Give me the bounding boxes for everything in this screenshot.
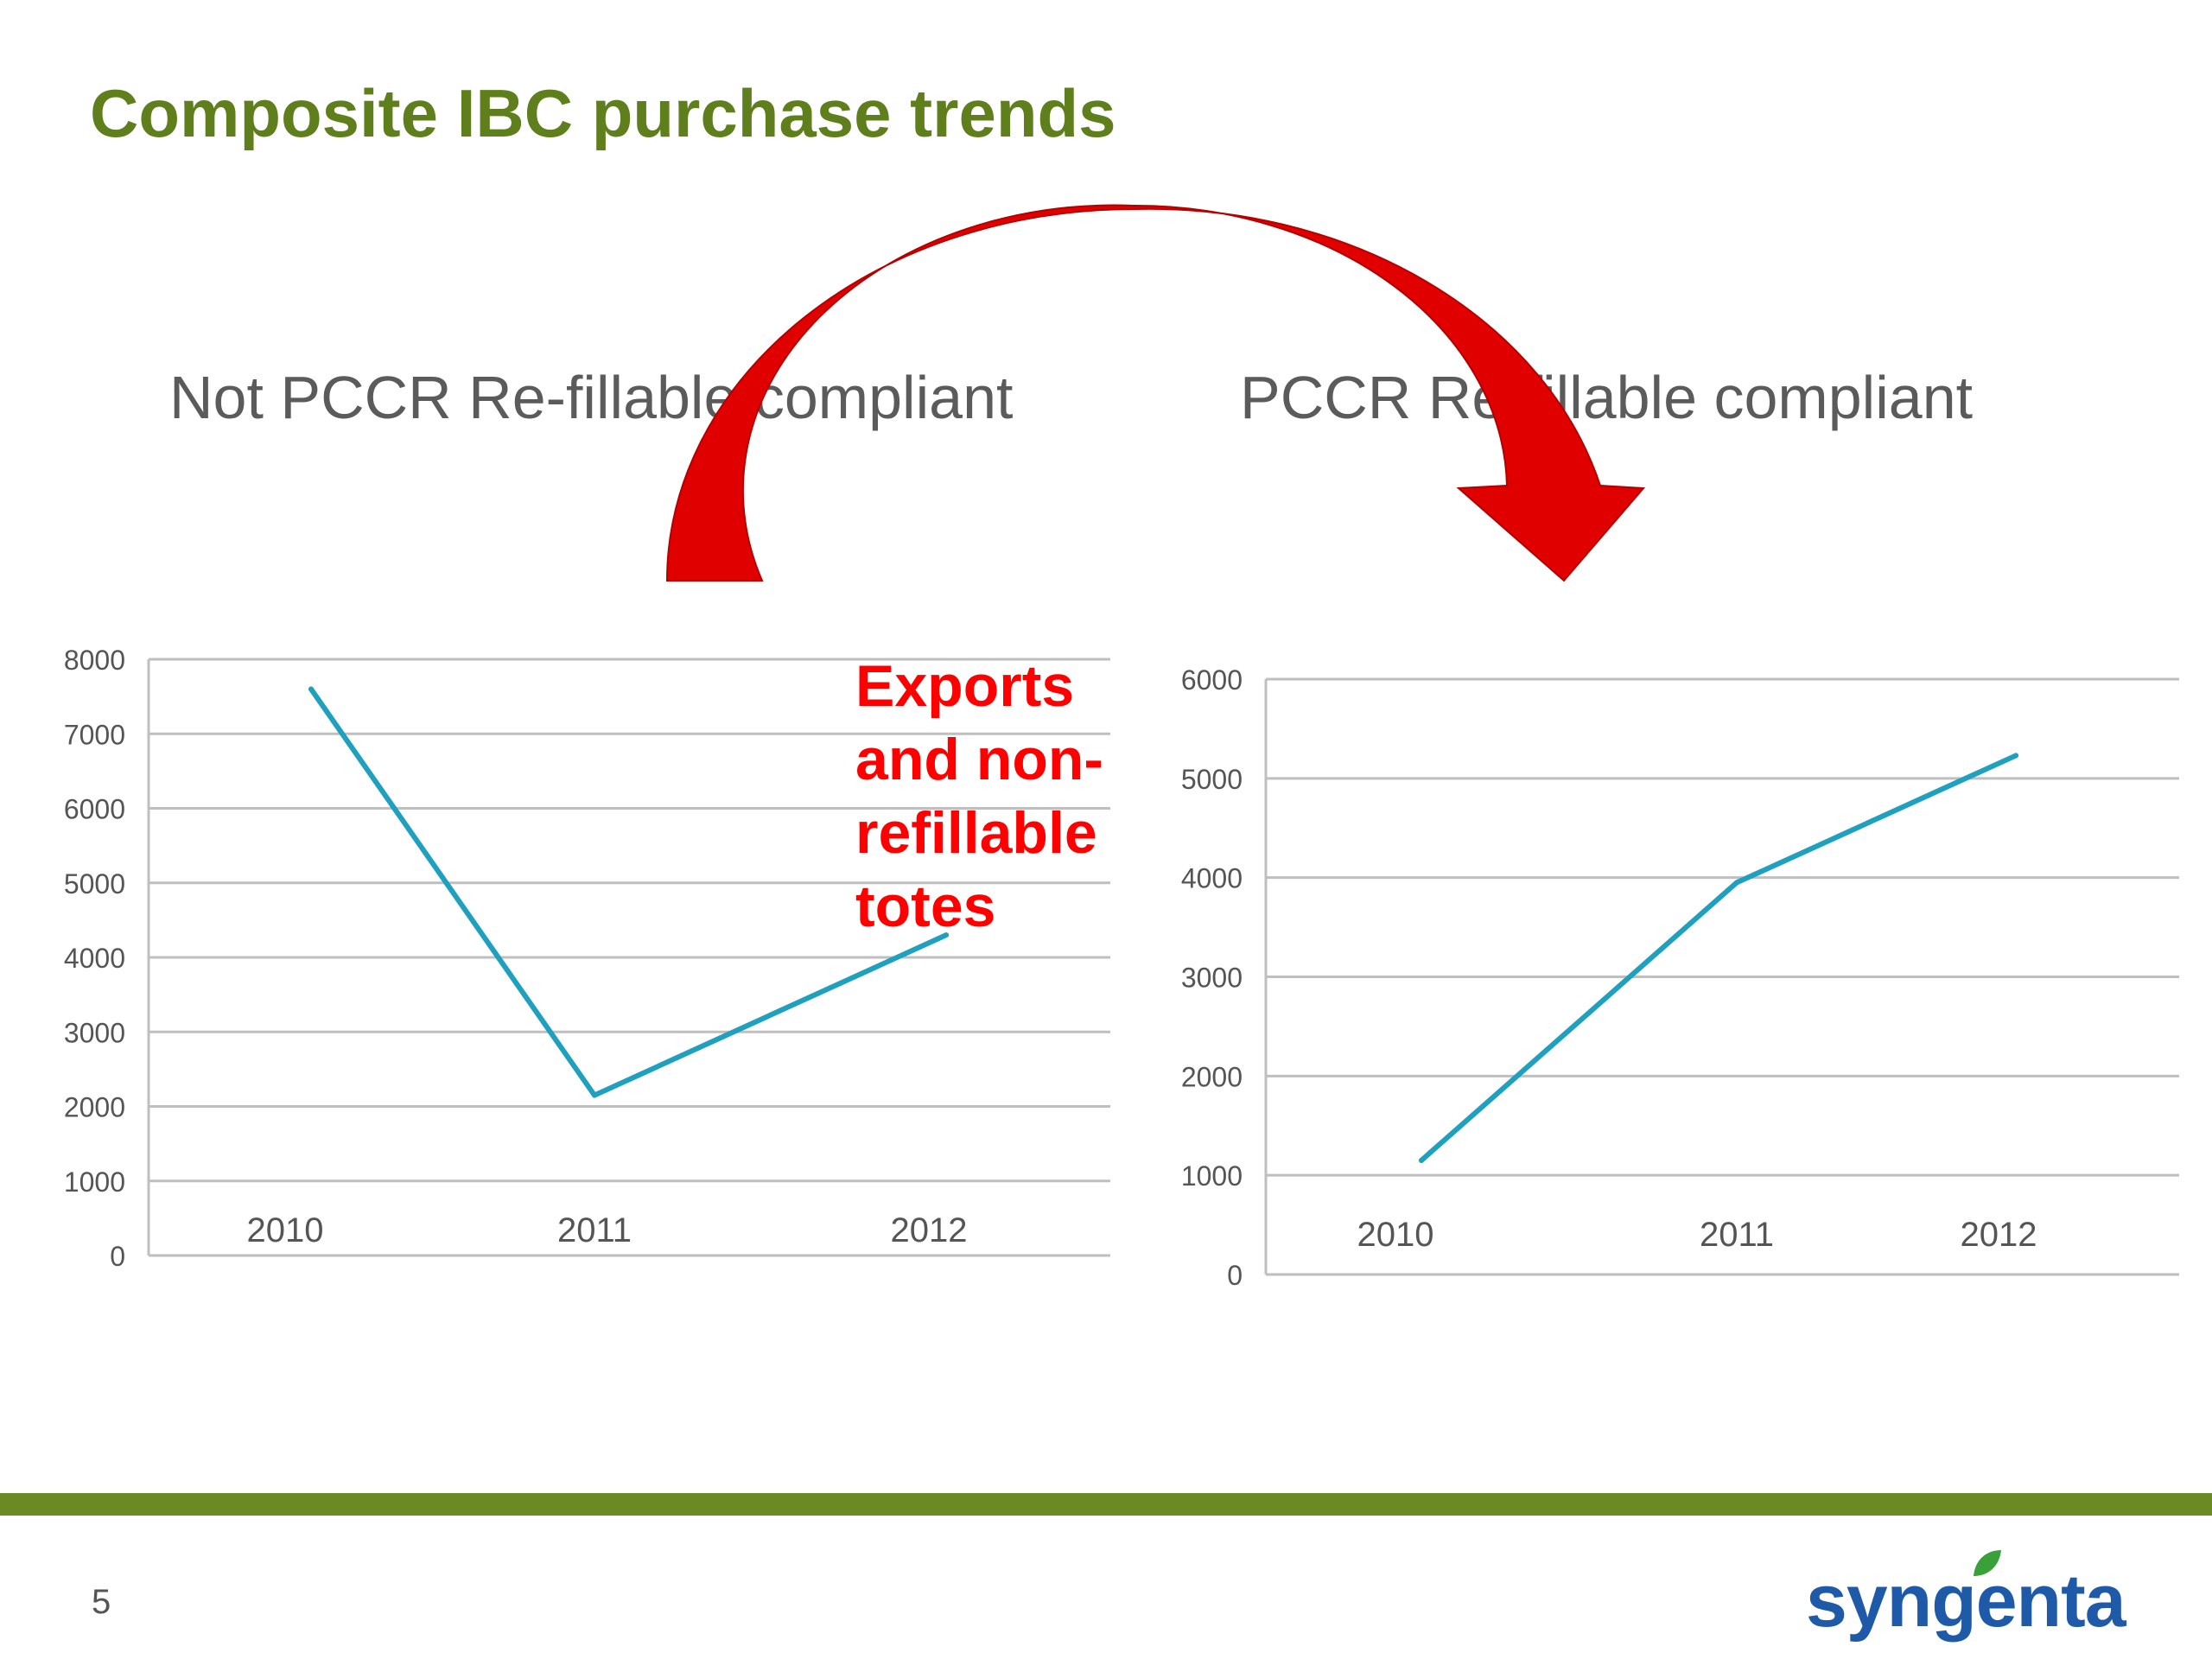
y-tick-label: 0 bbox=[1227, 1260, 1243, 1291]
callout-line: Exports bbox=[855, 653, 1075, 719]
y-tick-label: 8000 bbox=[64, 645, 125, 676]
callout-line: refillable bbox=[855, 800, 1097, 866]
callout-line: totes bbox=[855, 874, 996, 939]
series-line bbox=[1419, 753, 2018, 1163]
curved-arrow-icon bbox=[665, 204, 1646, 582]
x-tick-label: 2011 bbox=[1700, 1216, 1774, 1254]
y-tick-label: 3000 bbox=[1181, 963, 1243, 994]
chart-title-right: PCCR Re-fillable compliant bbox=[1240, 364, 1974, 431]
exports-callout: Exports and non- refillable totes bbox=[855, 650, 1141, 944]
chart-right: 0 1000 2000 3000 4000 5000 6000 2010 2011 2012 bbox=[1181, 664, 2179, 1291]
slide-title: Composite IBC purchase trends bbox=[90, 75, 1116, 151]
syngenta-logo: syngenta bbox=[1806, 1547, 2126, 1643]
x-tick-label: 2012 bbox=[891, 1211, 968, 1249]
y-tick-label: 5000 bbox=[64, 868, 125, 899]
y-tick-label: 1000 bbox=[1181, 1160, 1243, 1192]
data-point bbox=[2013, 753, 2018, 759]
y-tick-label: 2000 bbox=[64, 1092, 125, 1123]
x-tick-label: 2012 bbox=[1961, 1216, 2037, 1254]
x-tick-label: 2010 bbox=[247, 1211, 324, 1249]
y-tick-label: 0 bbox=[110, 1241, 125, 1272]
data-point bbox=[308, 686, 314, 692]
data-point bbox=[592, 1092, 597, 1098]
y-tick-label: 6000 bbox=[64, 794, 125, 825]
chart-left: 0 1000 2000 3000 4000 5000 6000 7000 8000 2010 201… bbox=[64, 645, 1110, 1272]
series-line bbox=[308, 686, 949, 1098]
data-point bbox=[944, 932, 949, 938]
data-point bbox=[1734, 880, 1739, 886]
y-tick-label: 4000 bbox=[64, 943, 125, 974]
leaf-icon bbox=[1974, 1550, 2001, 1576]
y-tick-label: 7000 bbox=[64, 719, 125, 750]
page-number: 5 bbox=[92, 1583, 111, 1621]
y-tick-label: 4000 bbox=[1181, 863, 1243, 894]
y-tick-label: 3000 bbox=[64, 1017, 125, 1048]
x-tick-label: 2010 bbox=[1357, 1216, 1434, 1254]
callout-line: and non- bbox=[855, 727, 1104, 792]
y-tick-label: 2000 bbox=[1181, 1061, 1243, 1092]
charts-canvas: 0 1000 2000 3000 4000 5000 6000 7000 8000 2010 201… bbox=[64, 204, 2179, 1291]
data-point bbox=[1419, 1157, 1424, 1163]
footer-bar bbox=[0, 1493, 2212, 1516]
chart-title-left: Not PCCR Re-fillable compliant bbox=[169, 364, 1014, 431]
logo-text: syngenta bbox=[1806, 1560, 2126, 1643]
y-tick-label: 1000 bbox=[64, 1166, 125, 1198]
x-tick-label: 2011 bbox=[557, 1211, 632, 1249]
y-tick-label: 5000 bbox=[1181, 764, 1243, 795]
y-tick-label: 6000 bbox=[1181, 664, 1243, 696]
